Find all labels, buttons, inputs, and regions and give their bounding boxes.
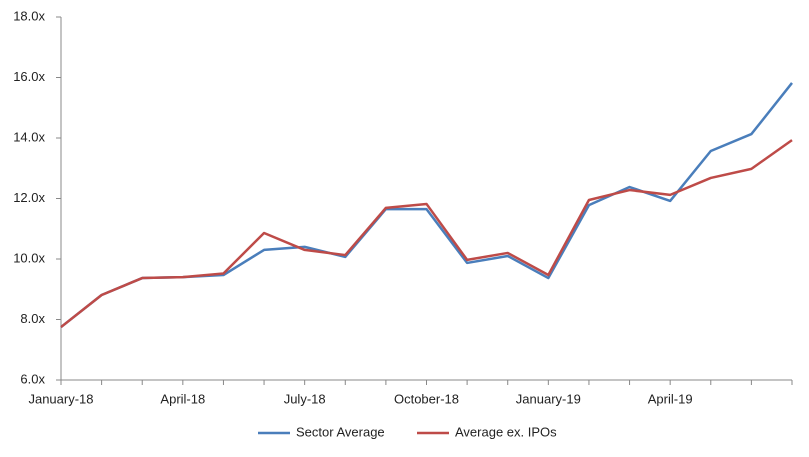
y-tick-label: 16.0x	[13, 69, 45, 84]
x-tick-label: October-18	[394, 391, 459, 406]
x-tick-label: January-19	[516, 391, 581, 406]
x-tick-label: July-18	[284, 391, 326, 406]
series-line	[60, 139, 793, 329]
x-tick-label: April-18	[160, 391, 205, 406]
legend-label: Average ex. IPOs	[455, 424, 557, 439]
y-tick-label: 18.0x	[13, 8, 45, 23]
legend-label: Sector Average	[296, 424, 385, 439]
y-tick-label: 8.0x	[20, 311, 45, 326]
y-tick-label: 12.0x	[13, 190, 45, 205]
y-tick-label: 10.0x	[13, 250, 45, 265]
y-tick-label: 14.0x	[13, 129, 45, 144]
x-tick-label: April-19	[648, 391, 693, 406]
y-tick-label: 6.0x	[20, 371, 45, 386]
x-tick-label: January-18	[28, 391, 93, 406]
